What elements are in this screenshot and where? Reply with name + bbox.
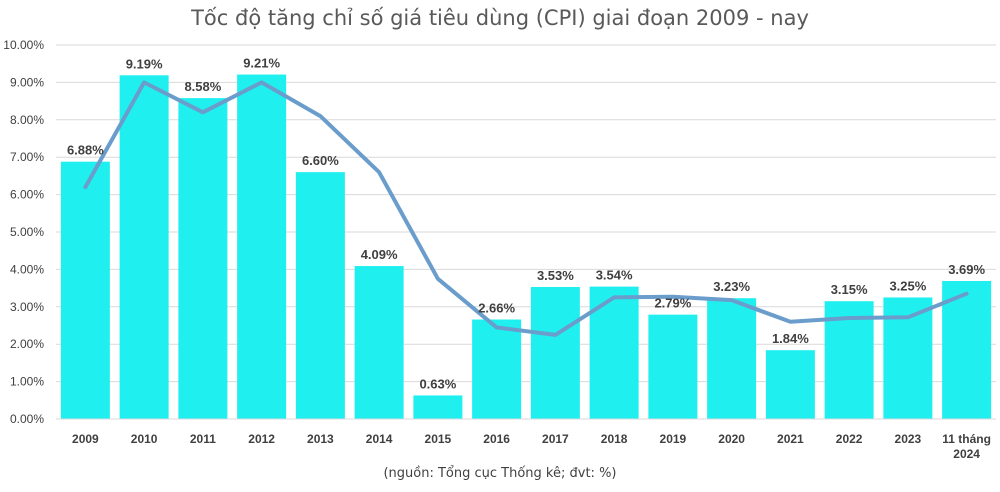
x-tick-label: 2015 bbox=[425, 432, 452, 446]
data-label: 3.53% bbox=[537, 268, 574, 283]
trend-line-path bbox=[83, 80, 969, 337]
data-label: 9.19% bbox=[126, 56, 163, 71]
trend-line bbox=[83, 80, 969, 337]
bar bbox=[119, 75, 169, 419]
x-tick-label: 2011 bbox=[190, 432, 216, 446]
x-tick-label: 11 tháng bbox=[942, 432, 991, 446]
bar bbox=[942, 280, 992, 419]
bar bbox=[295, 172, 345, 419]
x-tick-label: 2012 bbox=[248, 432, 275, 446]
data-label: 3.54% bbox=[596, 268, 633, 283]
data-label: 3.69% bbox=[948, 262, 985, 277]
data-label: 3.25% bbox=[889, 278, 926, 293]
chart-source-note: (nguồn: Tổng cục Thống kê; đvt: %) bbox=[383, 466, 617, 481]
bar bbox=[237, 74, 287, 420]
y-tick-label: 10.00% bbox=[3, 38, 44, 52]
bar bbox=[530, 286, 580, 419]
chart-title: Tốc độ tăng chỉ số giá tiêu dùng (CPI) g… bbox=[191, 6, 809, 30]
bar bbox=[60, 161, 110, 420]
data-label: 2.66% bbox=[478, 301, 515, 316]
y-tick-label: 3.00% bbox=[10, 300, 44, 314]
x-tick-label: 2020 bbox=[718, 432, 745, 446]
x-tick-label: 2010 bbox=[131, 432, 158, 446]
bar bbox=[472, 319, 522, 419]
bar bbox=[354, 266, 404, 419]
y-tick-label: 2.00% bbox=[10, 337, 44, 351]
data-label: 1.84% bbox=[772, 331, 809, 346]
y-tick-label: 0.00% bbox=[10, 412, 44, 426]
x-tick-label: 2013 bbox=[307, 432, 334, 446]
y-tick-label: 4.00% bbox=[10, 262, 44, 276]
y-tick-label: 6.00% bbox=[10, 188, 44, 202]
data-label: 0.63% bbox=[419, 376, 456, 391]
y-axis-ticks: 0.00% 1.00% 2.00% 3.00% 4.00% 5.00% 6.00% 7.00%… bbox=[3, 38, 44, 426]
data-label: 8.58% bbox=[184, 79, 221, 94]
bar bbox=[413, 395, 463, 419]
data-label: 9.21% bbox=[243, 56, 280, 71]
x-axis-ticks: 2009 2010 2011 2012 2013 2014 2015 2016 2017 2018… bbox=[56, 418, 996, 461]
data-label: 4.09% bbox=[361, 247, 398, 262]
data-labels: 6.88% 9.19% 8.58% 9.21% 6.60% 4.09% 0.63% 2.66%… bbox=[67, 56, 986, 392]
x-tick-label: 2017 bbox=[542, 432, 569, 446]
bar bbox=[648, 314, 698, 419]
x-tick-label: 2019 bbox=[660, 432, 687, 446]
x-tick-label: 2022 bbox=[836, 432, 863, 446]
x-tick-label: 2018 bbox=[601, 432, 628, 446]
x-tick-label: 2014 bbox=[366, 432, 393, 446]
bar bbox=[178, 98, 228, 419]
y-tick-label: 9.00% bbox=[10, 75, 44, 89]
bar bbox=[765, 350, 815, 419]
data-label: 3.15% bbox=[831, 282, 868, 297]
y-tick-label: 7.00% bbox=[10, 150, 44, 164]
x-tick-label: 2023 bbox=[895, 432, 922, 446]
bars bbox=[60, 74, 992, 420]
y-tick-label: 1.00% bbox=[10, 375, 44, 389]
data-label: 6.88% bbox=[67, 143, 104, 158]
data-label: 6.60% bbox=[302, 153, 339, 168]
y-tick-label: 8.00% bbox=[10, 113, 44, 127]
x-tick-label: 2016 bbox=[483, 432, 510, 446]
x-tick-label: 2024 bbox=[953, 447, 980, 461]
bar bbox=[707, 298, 757, 419]
x-tick-label: 2009 bbox=[72, 432, 99, 446]
data-label: 3.23% bbox=[713, 279, 750, 294]
data-label: 2.79% bbox=[654, 296, 691, 311]
x-tick-label: 2021 bbox=[777, 432, 804, 446]
y-tick-label: 5.00% bbox=[10, 225, 44, 239]
